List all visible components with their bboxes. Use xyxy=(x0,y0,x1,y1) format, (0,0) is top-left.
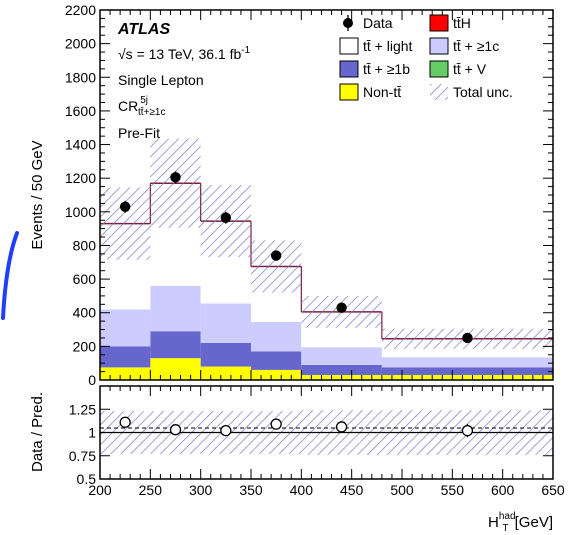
ratio-y-tick-label: 1 xyxy=(88,425,96,441)
legend-swatch-2 xyxy=(339,37,359,55)
legend-swatch-3 xyxy=(429,37,449,55)
bar-series-2-bin-5 xyxy=(381,357,553,368)
bar-series-2-bin-2 xyxy=(200,303,251,343)
x-tick-label: 300 xyxy=(189,482,213,498)
data-point-5 xyxy=(462,332,473,344)
y-tick-label: 2200 xyxy=(65,2,96,18)
y-tick-label: 1400 xyxy=(65,137,96,153)
legend-swatch-6 xyxy=(339,83,359,101)
main-panel: 0 200 400 600 800 1000 1200 1400 1600 1800 2000 220… xyxy=(29,2,554,388)
bar-series-1-bin-4 xyxy=(301,364,382,375)
bar-series-2-bin-0 xyxy=(100,309,151,347)
ratio-points xyxy=(119,416,474,438)
y-tick-label: 1600 xyxy=(65,103,96,119)
bar-series-1-bin-3 xyxy=(251,351,302,370)
uncertainty-bin-0 xyxy=(100,187,151,260)
ratio-uncertainty-band xyxy=(100,410,553,455)
y-tick-label: 0 xyxy=(88,372,96,388)
x-axis-label: Hhad T [GeV] xyxy=(488,511,553,534)
data-point-1 xyxy=(170,172,181,183)
legend-label-4: tt̄ + ≥1b xyxy=(363,61,410,77)
ratio-point-1 xyxy=(169,424,182,436)
ratio-y-tick-label: 1.25 xyxy=(69,401,96,417)
x-tick-label: 500 xyxy=(390,482,414,498)
bar-series-0-bin-2 xyxy=(200,366,251,380)
bar-series-1-bin-0 xyxy=(100,346,151,368)
y-tick-label: 1800 xyxy=(65,69,96,85)
x-tick-label: 400 xyxy=(290,482,314,498)
bar-series-1-bin-2 xyxy=(200,343,251,367)
channel-label: Single Lepton xyxy=(118,72,204,88)
bar-series-0-bin-1 xyxy=(150,358,201,380)
ratio-point-4 xyxy=(335,421,348,433)
x-tick-label: 600 xyxy=(491,482,515,498)
ratio-point-2 xyxy=(220,424,232,437)
legend: Data tt̄H tt̄ + light tt̄ + ≥1c tt̄ + ≥1b tt̄… xyxy=(339,14,513,101)
ratio-y-tick-label: 0.75 xyxy=(69,448,96,464)
ratio-point-5 xyxy=(461,424,474,437)
legend-swatch-1 xyxy=(429,14,449,32)
main-y-axis-label: Events / 50 GeV xyxy=(29,140,46,249)
bar-series-1-bin-1 xyxy=(150,331,201,359)
x-tick-label: 250 xyxy=(139,482,163,498)
legend-swatch-5 xyxy=(429,60,449,78)
x-tick-label: 350 xyxy=(239,482,263,498)
ratio-axis-ticks: 0.5 0.75 1 1.25 200 250 300 350 400 450 500 550 600 6… xyxy=(69,386,565,498)
blue-arc-decoration xyxy=(1,231,19,320)
bar-series-0-bin-5 xyxy=(381,374,553,380)
bar-series-2-bin-4 xyxy=(301,347,382,365)
legend-label-2: tt̄ + light xyxy=(363,38,413,54)
ratio-point-0 xyxy=(119,416,131,428)
x-tick-label: 650 xyxy=(541,482,565,498)
region-label: CR 5j tt̄+≥1c xyxy=(118,95,165,118)
uncertainty-bin-3 xyxy=(251,240,302,293)
bar-series-2-bin-3 xyxy=(251,321,302,352)
data-point-0 xyxy=(119,201,131,212)
y-tick-label: 800 xyxy=(73,237,97,253)
bar-series-0-bin-0 xyxy=(100,367,151,380)
main-axis-ticks: 0 200 400 600 800 1000 1200 1400 1600 1800 2000 220… xyxy=(65,2,554,388)
y-tick-label: 1200 xyxy=(65,170,96,186)
legend-swatch-hatch xyxy=(430,84,448,100)
fit-state-label: Pre-Fit xyxy=(118,125,160,141)
ratio-y-tick-label: 0.5 xyxy=(77,471,97,487)
bar-series-1-bin-5 xyxy=(381,367,553,375)
data-points xyxy=(119,171,473,344)
energy-lumi-label: √s = 13 TeV, 36.1 fb-1 xyxy=(118,45,251,62)
ratio-point-3 xyxy=(270,418,282,430)
bar-series-2-bin-1 xyxy=(150,285,201,332)
y-tick-label: 400 xyxy=(73,305,97,321)
legend-label-5: tt̄ + V xyxy=(453,61,487,77)
legend-label-1: tt̄H xyxy=(453,15,471,31)
data-point-2 xyxy=(220,212,232,223)
y-tick-label: 1000 xyxy=(65,204,96,220)
y-tick-label: 2000 xyxy=(65,36,96,52)
legend-label-3: tt̄ + ≥1c xyxy=(453,38,499,54)
x-tick-label: 200 xyxy=(88,482,112,498)
y-tick-label: 200 xyxy=(73,338,97,354)
data-point-3 xyxy=(270,250,282,261)
bar-series-0-bin-3 xyxy=(251,369,302,380)
x-tick-label: 450 xyxy=(340,482,364,498)
x-tick-label: 550 xyxy=(441,482,465,498)
legend-label-7: Total unc. xyxy=(453,84,513,100)
ratio-y-axis-label: Data / Pred. xyxy=(29,392,46,472)
legend-label-6: Non-tt̄ xyxy=(363,84,401,100)
y-tick-label: 600 xyxy=(73,271,97,287)
experiment-label: ATLAS xyxy=(117,21,170,38)
legend-label-0: Data xyxy=(363,15,393,31)
ratio-panel: 0.5 0.75 1 1.25 200 250 300 350 400 450 500 550 600 6… xyxy=(29,385,565,534)
data-point-4 xyxy=(336,302,347,313)
legend-swatch-4 xyxy=(339,60,359,78)
